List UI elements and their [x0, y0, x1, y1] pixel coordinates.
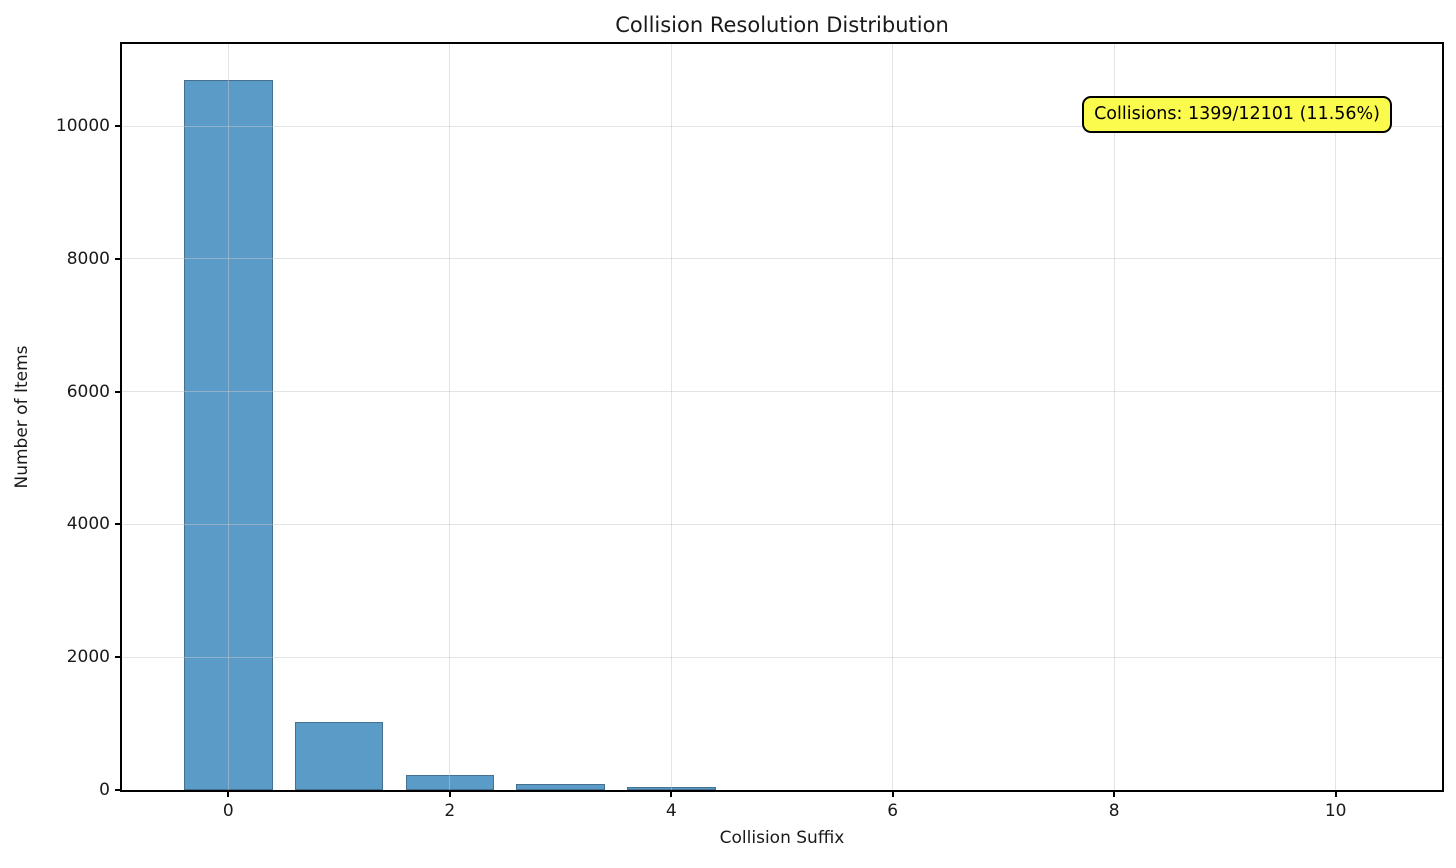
y-tick-label: 8000: [66, 248, 110, 269]
annotation-box: Collisions: 1399/12101 (11.56%): [1082, 96, 1392, 133]
x-tick-mark: [891, 792, 894, 797]
x-tick-mark: [448, 792, 451, 797]
y-tick-label: 10000: [55, 116, 110, 137]
x-tick-mark: [670, 792, 673, 797]
x-axis-label: Collision Suffix: [719, 828, 845, 848]
x-tick-label: 6: [887, 801, 899, 821]
x-tick-mark: [1334, 792, 1337, 797]
y-tick-label: 0: [99, 780, 110, 800]
x-tick-mark: [1113, 792, 1116, 797]
x-tick-label: 8: [1108, 801, 1120, 821]
x-tick-label: 10: [1324, 801, 1347, 821]
x-tick-label: 0: [222, 801, 234, 821]
x-tick-label: 4: [665, 801, 677, 821]
x-tick-label: 2: [444, 801, 456, 821]
y-tick-label: 2000: [66, 647, 110, 668]
plot-area: [120, 42, 1444, 792]
x-tick-mark: [227, 792, 230, 797]
y-axis-label: Number of Items: [12, 345, 32, 489]
chart-title: Collision Resolution Distribution: [615, 13, 949, 37]
y-tick-label: 4000: [66, 514, 110, 535]
